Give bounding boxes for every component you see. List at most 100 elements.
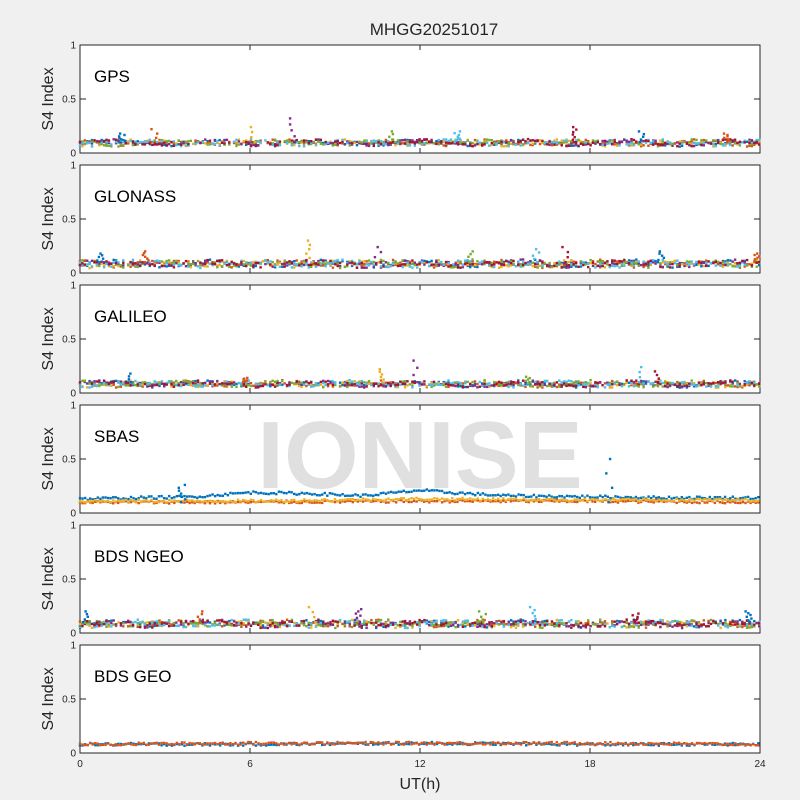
data-point — [235, 144, 238, 148]
data-point — [548, 143, 551, 146]
data-point — [275, 500, 278, 503]
data-point — [132, 500, 135, 503]
data-point — [639, 500, 643, 504]
data-point — [165, 497, 168, 500]
data-point — [471, 380, 474, 384]
data-point — [129, 139, 132, 143]
data-point — [143, 143, 147, 146]
data-point — [223, 380, 226, 383]
data-point — [447, 265, 450, 268]
data-point — [461, 143, 465, 146]
data-point — [683, 622, 686, 625]
data-point — [574, 141, 578, 144]
data-point — [680, 498, 683, 501]
data-point — [615, 264, 619, 267]
data-point — [452, 263, 455, 266]
data-point — [588, 496, 592, 499]
data-point — [278, 144, 282, 147]
data-point — [428, 383, 431, 386]
data-point — [611, 259, 614, 262]
data-point — [243, 377, 246, 380]
data-point — [151, 386, 154, 389]
data-point — [637, 264, 640, 267]
data-point — [723, 502, 727, 505]
data-point — [269, 142, 272, 146]
data-point — [533, 257, 536, 261]
data-point — [373, 256, 377, 259]
data-point — [420, 260, 424, 263]
data-point — [639, 263, 643, 267]
data-point — [456, 135, 459, 138]
data-point — [88, 382, 91, 385]
data-point — [106, 499, 110, 503]
data-point — [459, 385, 462, 388]
data-point — [736, 265, 739, 268]
data-point — [488, 624, 491, 627]
data-point — [206, 141, 209, 145]
data-point — [127, 375, 131, 378]
data-point — [280, 499, 283, 502]
data-point — [461, 263, 465, 267]
data-point — [396, 385, 400, 389]
data-point — [611, 264, 614, 267]
data-point — [743, 265, 746, 268]
data-point — [211, 380, 214, 383]
data-point — [334, 140, 337, 143]
data-point — [90, 142, 94, 145]
data-point — [712, 381, 715, 385]
data-point — [245, 379, 248, 382]
data-point — [570, 144, 573, 147]
data-point — [723, 498, 727, 501]
data-point — [611, 379, 614, 383]
data-point — [572, 130, 575, 134]
data-point — [507, 265, 510, 268]
data-point — [194, 262, 197, 265]
data-point — [98, 261, 101, 264]
data-point — [632, 264, 636, 267]
data-point — [647, 266, 650, 269]
data-point — [374, 499, 377, 503]
data-point — [688, 495, 691, 499]
data-point — [285, 139, 289, 142]
data-point — [83, 139, 86, 142]
data-point — [341, 142, 344, 145]
data-point — [473, 380, 477, 383]
data-point — [324, 383, 327, 387]
data-point — [348, 143, 351, 147]
data-point — [408, 140, 412, 144]
data-point — [331, 500, 334, 503]
data-point — [160, 620, 164, 624]
data-point — [245, 264, 248, 268]
data-point — [148, 141, 151, 145]
data-point — [560, 495, 564, 498]
data-point — [562, 382, 566, 385]
data-point — [78, 143, 82, 147]
data-point — [630, 381, 633, 384]
data-point — [293, 135, 296, 138]
data-point — [114, 138, 118, 141]
data-point — [381, 381, 384, 384]
data-point — [599, 142, 602, 146]
data-point — [537, 500, 541, 503]
data-point — [348, 383, 351, 386]
data-point — [367, 259, 371, 262]
data-point — [163, 143, 166, 147]
data-point — [661, 141, 664, 145]
data-point — [305, 500, 309, 503]
data-point — [632, 498, 635, 501]
panel-label: GLONASS — [94, 187, 176, 206]
data-point — [264, 262, 267, 266]
data-point — [444, 144, 448, 148]
data-point — [239, 500, 242, 503]
data-point — [148, 625, 151, 628]
data-point — [449, 138, 453, 141]
data-point — [189, 263, 192, 266]
data-point — [122, 259, 125, 262]
data-point — [647, 498, 650, 501]
data-point — [321, 498, 324, 501]
data-point — [319, 264, 322, 267]
data-point — [326, 622, 330, 625]
data-point — [485, 383, 489, 386]
data-point — [755, 261, 758, 264]
data-point — [343, 384, 347, 387]
